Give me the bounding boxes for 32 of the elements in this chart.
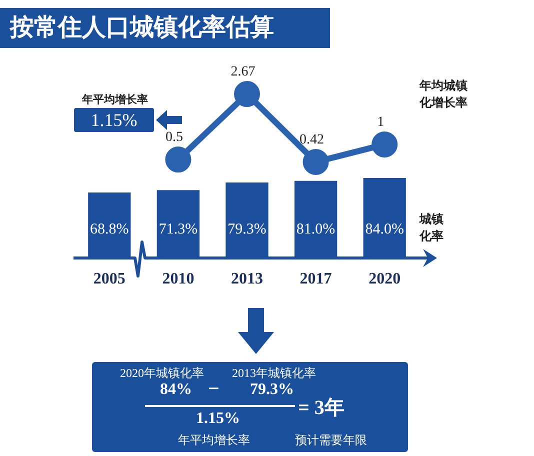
data-label: 2.67 bbox=[230, 64, 256, 80]
x-tick-label: 2010 bbox=[162, 270, 194, 288]
annotation: 年平均增长率 bbox=[82, 92, 148, 107]
x-tick-label: 2005 bbox=[93, 270, 126, 288]
text: 年均城镇化增长率 bbox=[418, 78, 468, 110]
data-label: 81.0% bbox=[296, 222, 336, 238]
data-label: 71.3% bbox=[158, 222, 198, 238]
data-label: 68.8% bbox=[90, 222, 129, 238]
text: 2013年城镇化率 bbox=[232, 365, 316, 382]
text: 1.15% bbox=[196, 410, 240, 428]
series-label: 城镇化率 bbox=[418, 212, 444, 243]
data-label: 79.3% bbox=[228, 222, 266, 238]
text: 84% bbox=[160, 381, 192, 399]
point bbox=[372, 131, 398, 158]
point bbox=[234, 81, 260, 108]
text: − bbox=[208, 378, 220, 401]
annotation: 1.15% bbox=[74, 108, 154, 132]
x-tick-label: 2017 bbox=[300, 270, 332, 288]
point bbox=[165, 146, 192, 173]
chart-title: 按常住人口城镇化率估算 bbox=[0, 8, 330, 48]
text: 预计需要年限 bbox=[295, 432, 367, 449]
data-label: 84.0% bbox=[365, 222, 404, 238]
text: 2020年城镇化率 bbox=[120, 365, 204, 382]
data-label: 0.5 bbox=[165, 130, 183, 146]
text: = 3年 bbox=[298, 396, 344, 421]
point bbox=[302, 148, 329, 175]
data-label: 0.42 bbox=[300, 132, 324, 148]
x-tick-label: 2013 bbox=[231, 270, 263, 288]
x-tick-label: 2020 bbox=[368, 270, 401, 288]
data-label: 1 bbox=[377, 115, 384, 130]
text: 79.3% bbox=[250, 381, 294, 399]
text: 年平均增长率 bbox=[178, 432, 250, 449]
